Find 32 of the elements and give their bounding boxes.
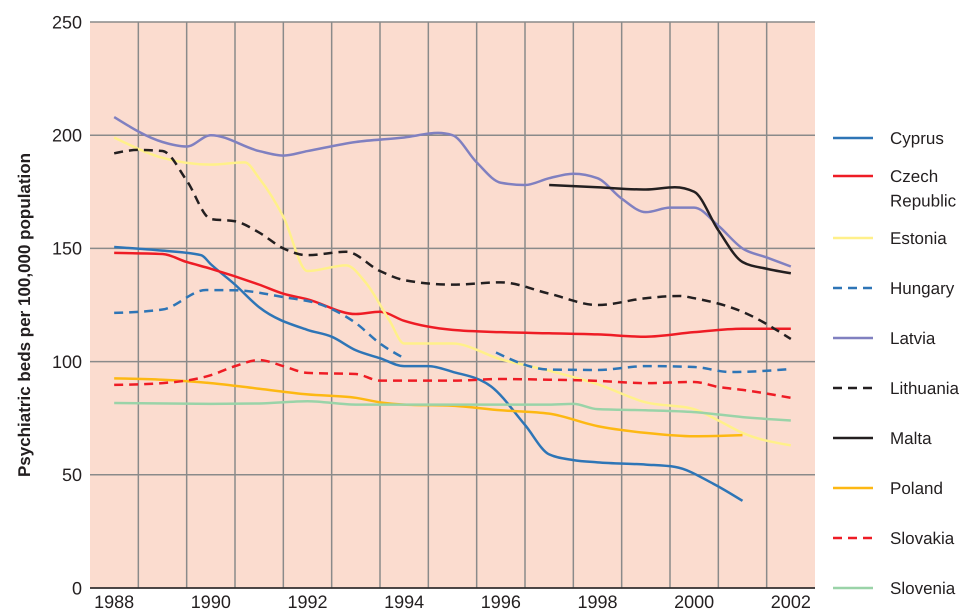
- legend-label: Malta: [890, 428, 932, 448]
- x-tick-label: 2000: [674, 592, 714, 612]
- x-tick-label: 2002: [770, 592, 811, 612]
- legend-label: Czech Republic: [890, 166, 957, 211]
- legend-label: Estonia: [890, 228, 948, 248]
- line-series: [112, 116, 792, 268]
- x-tick-label: 1998: [577, 592, 618, 612]
- legend-label: Slovenia: [890, 578, 956, 598]
- legend-label: Lithuania: [890, 378, 960, 398]
- legend-label: Slovakia: [890, 528, 955, 548]
- line-series: [548, 184, 792, 275]
- legend-label: Hungary: [890, 278, 955, 298]
- x-tick-label: 1988: [94, 592, 134, 612]
- y-tick-label: 0: [72, 578, 82, 598]
- y-axis-title: Psychiatric beds per 100,000 population: [15, 152, 34, 478]
- y-tick-label: 200: [52, 126, 82, 146]
- x-tick-label: 1992: [287, 592, 328, 612]
- legend-label: Latvia: [890, 328, 936, 348]
- x-tick-label: 1990: [190, 592, 231, 612]
- y-tick-label: 100: [52, 352, 82, 372]
- line-series: [112, 136, 792, 447]
- line-series: [112, 358, 792, 400]
- legend-label: Poland: [890, 478, 943, 498]
- legend-label: Cyprus: [890, 128, 944, 148]
- y-tick-label: 50: [62, 465, 82, 486]
- line-series: [112, 400, 792, 422]
- x-tick-label: 1994: [384, 592, 424, 612]
- y-tick-label: 150: [52, 238, 82, 259]
- line-series: [112, 252, 792, 338]
- x-tick-label: 1996: [480, 592, 521, 612]
- y-tick-label: 250: [52, 12, 82, 32]
- line-series: [112, 148, 792, 340]
